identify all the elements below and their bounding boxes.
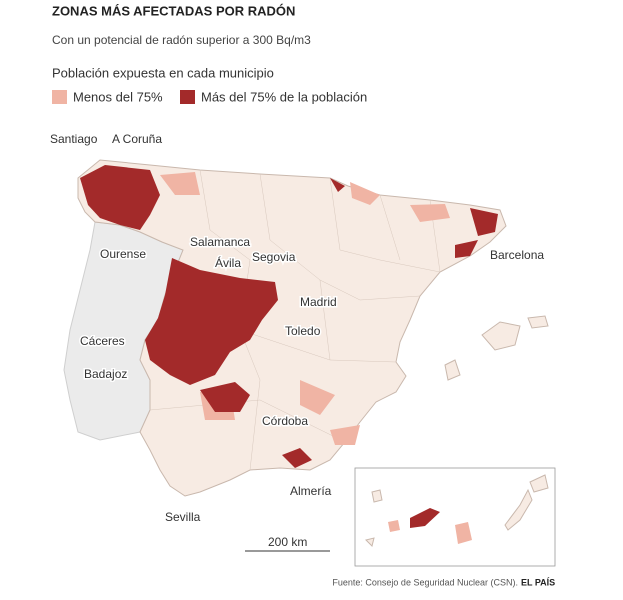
- city-label: Segovia: [252, 250, 296, 264]
- legend-item: Más del 75% de la población: [201, 89, 367, 104]
- city-label: A Coruña: [112, 132, 162, 146]
- source: Fuente: Consejo de Seguridad Nuclear (CS…: [332, 577, 518, 587]
- city-label: Córdoba: [262, 414, 308, 428]
- radon-zones: [80, 165, 498, 468]
- city-label: Cáceres: [80, 334, 125, 348]
- city-label: Sevilla: [165, 510, 201, 524]
- legend-item: Menos del 75%: [73, 89, 163, 104]
- source-brand: EL PAÍS: [521, 577, 555, 587]
- scale-label: 200 km: [268, 535, 307, 549]
- legend-title: Población expuesta en cada municipio: [52, 65, 274, 80]
- city-label: Salamanca: [190, 235, 250, 249]
- city-label: Ourense: [100, 247, 146, 261]
- city-label: Toledo: [285, 324, 321, 338]
- city-labels: Santiago A Coruña Ourense Salamanca Ávil…: [49, 131, 546, 526]
- legend-swatch-high: [180, 90, 195, 104]
- city-label: Madrid: [300, 295, 337, 309]
- subtitle: Con un potencial de radón superior a 300…: [52, 33, 311, 47]
- city-label: Almería: [290, 484, 332, 498]
- canary-inset-frame: [354, 467, 556, 567]
- legend-swatch-low: [52, 90, 67, 104]
- canary-islands: [365, 474, 549, 547]
- city-label: Ávila: [215, 255, 241, 270]
- city-label: Barcelona: [490, 248, 544, 262]
- title: ZONAS MÁS AFECTADAS POR RADÓN: [52, 3, 295, 18]
- city-label: Santiago: [50, 132, 98, 146]
- city-label: Badajoz: [84, 367, 127, 381]
- balearic-islands: [444, 315, 549, 381]
